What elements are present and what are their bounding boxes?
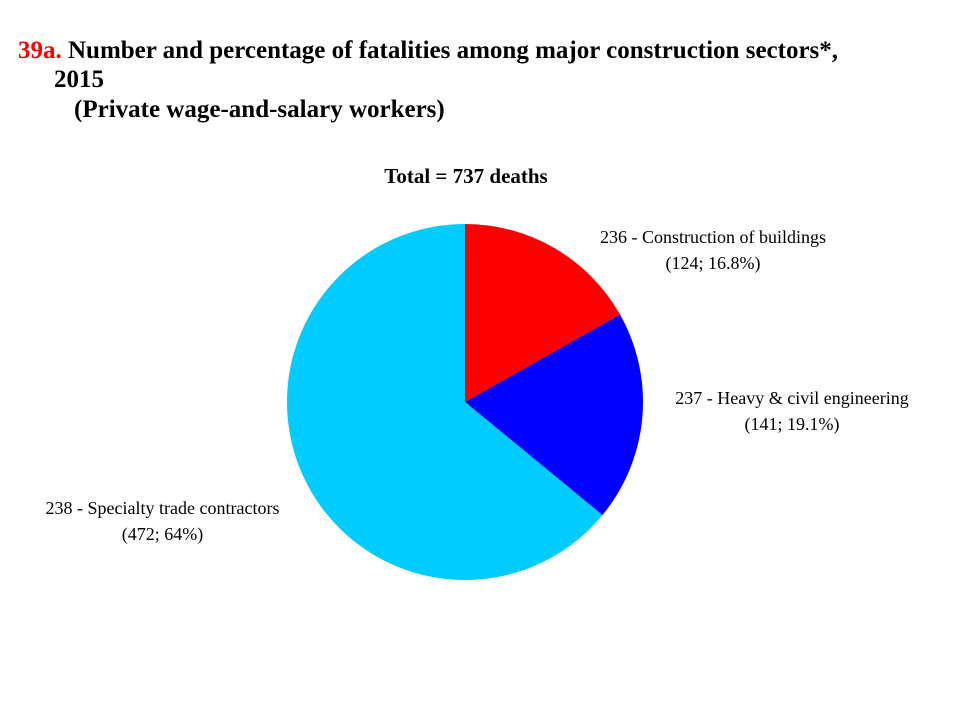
slice-label-specialty-trade-detail: (472; 64%) (121, 524, 204, 544)
slice-label-heavy-civil: 237 - Heavy & civil engineering (141; 19… (632, 385, 952, 437)
pie-slice-heavy-civil (465, 314, 644, 516)
slice-label-buildings-detail: (124; 16.8%) (665, 253, 761, 273)
slice-label-heavy-civil-name: 237 - Heavy & civil engineering (675, 388, 909, 408)
chart-title-year: 2015 (54, 66, 104, 93)
slice-label-heavy-civil-detail: (141; 19.1%) (744, 414, 840, 434)
slice-label-buildings: 236 - Construction of buildings (124; 16… (548, 224, 878, 276)
chart-number: 39a. (18, 37, 62, 64)
chart-subtitle: (Private wage-and-salary workers) (74, 96, 445, 123)
slice-label-specialty-trade-name: 238 - Specialty trade contractors (45, 498, 280, 518)
slice-label-buildings-name: 236 - Construction of buildings (600, 227, 826, 247)
pie-slice-specialty-trade (287, 224, 603, 580)
chart-title-text: Number and percentage of fatalities amon… (61, 37, 839, 64)
chart-title-line-1: 39a. Number and percentage of fatalities… (18, 36, 938, 65)
slice-label-specialty-trade: 238 - Specialty trade contractors (472; … (10, 495, 315, 547)
chart-total-label: Total = 737 deaths (384, 164, 548, 188)
pie-slice-buildings (465, 224, 621, 402)
chart-title-block: 39a. Number and percentage of fatalities… (18, 36, 938, 126)
